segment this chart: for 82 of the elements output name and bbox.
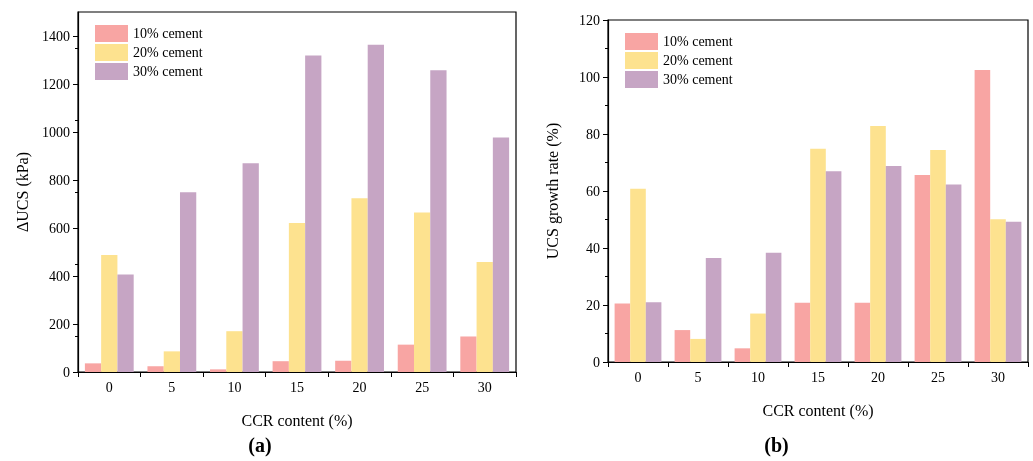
x-tick-label: 10	[751, 369, 765, 385]
y-tick-label: 80	[586, 126, 600, 142]
legend-label: 20% cement	[133, 45, 203, 60]
y-tick-label: 60	[586, 183, 600, 199]
y-tick-label: 1400	[42, 28, 70, 44]
bar	[705, 257, 722, 362]
bar	[414, 212, 431, 372]
bar	[147, 366, 164, 372]
bar	[226, 331, 243, 372]
bar	[645, 302, 662, 362]
legend-label: 30% cement	[663, 72, 733, 87]
bar	[945, 184, 962, 362]
bar	[179, 192, 197, 372]
x-tick-label: 20	[352, 379, 367, 395]
bar	[854, 302, 871, 362]
bar	[614, 303, 631, 362]
bar	[810, 148, 826, 362]
x-axis-title: CCR content (%)	[241, 411, 353, 430]
bar	[674, 330, 691, 362]
text: (a)	[248, 434, 272, 457]
x-tick-label: 25	[415, 379, 430, 395]
y-tick-label: 100	[579, 69, 600, 85]
x-tick-label: 0	[634, 369, 642, 385]
y-axis-title: ΔUCS (kPa)	[13, 151, 32, 233]
legend-label: 30% cement	[133, 64, 203, 79]
y-tick-label: 120	[579, 12, 600, 28]
bar	[163, 351, 180, 372]
bar	[476, 262, 493, 372]
x-tick-label: 5	[168, 379, 176, 395]
x-tick-label: 15	[811, 369, 825, 385]
x-axis-title: CCR content (%)	[762, 401, 874, 420]
y-tick-label: 40	[586, 240, 600, 256]
bar	[630, 188, 646, 362]
bar	[84, 363, 102, 372]
bar	[101, 255, 118, 372]
bar	[974, 69, 991, 362]
bar	[885, 165, 902, 362]
y-tick-label: 20	[586, 297, 600, 313]
x-tick-label: 5	[694, 369, 702, 385]
bar	[305, 55, 322, 372]
bar	[794, 302, 811, 362]
x-tick-label: 30	[477, 379, 492, 395]
bar	[460, 336, 477, 372]
y-tick-label: 800	[49, 172, 70, 188]
bar	[288, 222, 306, 372]
bar	[914, 175, 931, 362]
bar	[210, 369, 227, 372]
y-tick-label: 0	[593, 354, 600, 370]
bar	[430, 70, 447, 372]
y-tick-label: 400	[49, 268, 70, 284]
x-tick-label: 0	[105, 379, 113, 395]
bar	[765, 252, 782, 362]
x-tick-label: 10	[227, 379, 242, 395]
bar	[734, 348, 751, 362]
bar	[825, 171, 842, 362]
x-tick-label: 20	[871, 369, 885, 385]
y-tick-label: 1000	[42, 124, 70, 140]
bar	[930, 149, 946, 362]
legend-label: 10% cement	[663, 34, 733, 49]
bar	[351, 198, 368, 372]
legend-label: 10% cement	[133, 26, 203, 41]
bar	[242, 163, 259, 372]
bar	[397, 344, 415, 372]
bar	[367, 44, 384, 372]
y-tick-label: 200	[49, 316, 70, 332]
bar	[690, 338, 706, 362]
bar	[990, 219, 1006, 362]
bar	[335, 360, 352, 372]
y-axis-title: UCS growth rate (%)	[543, 122, 562, 260]
x-tick-label: 30	[991, 369, 1005, 385]
x-tick-label: 25	[931, 369, 945, 385]
x-tick-label: 15	[290, 379, 304, 395]
bar	[1005, 221, 1022, 362]
bar	[492, 137, 510, 372]
bar	[750, 313, 766, 362]
bar	[117, 274, 134, 372]
bar	[272, 361, 289, 372]
text: (b)	[764, 434, 789, 457]
y-tick-label: 1200	[42, 76, 70, 92]
bar	[870, 126, 886, 362]
legend-label: 20% cement	[663, 53, 733, 68]
y-tick-label: 600	[49, 220, 70, 236]
